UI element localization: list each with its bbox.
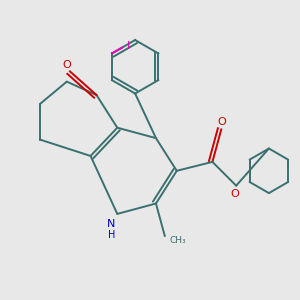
Text: N: N — [107, 219, 116, 229]
Text: O: O — [62, 60, 71, 70]
Text: I: I — [127, 41, 130, 51]
Text: O: O — [217, 117, 226, 127]
Text: CH₃: CH₃ — [169, 236, 186, 245]
Text: H: H — [108, 230, 115, 240]
Text: O: O — [230, 189, 239, 199]
